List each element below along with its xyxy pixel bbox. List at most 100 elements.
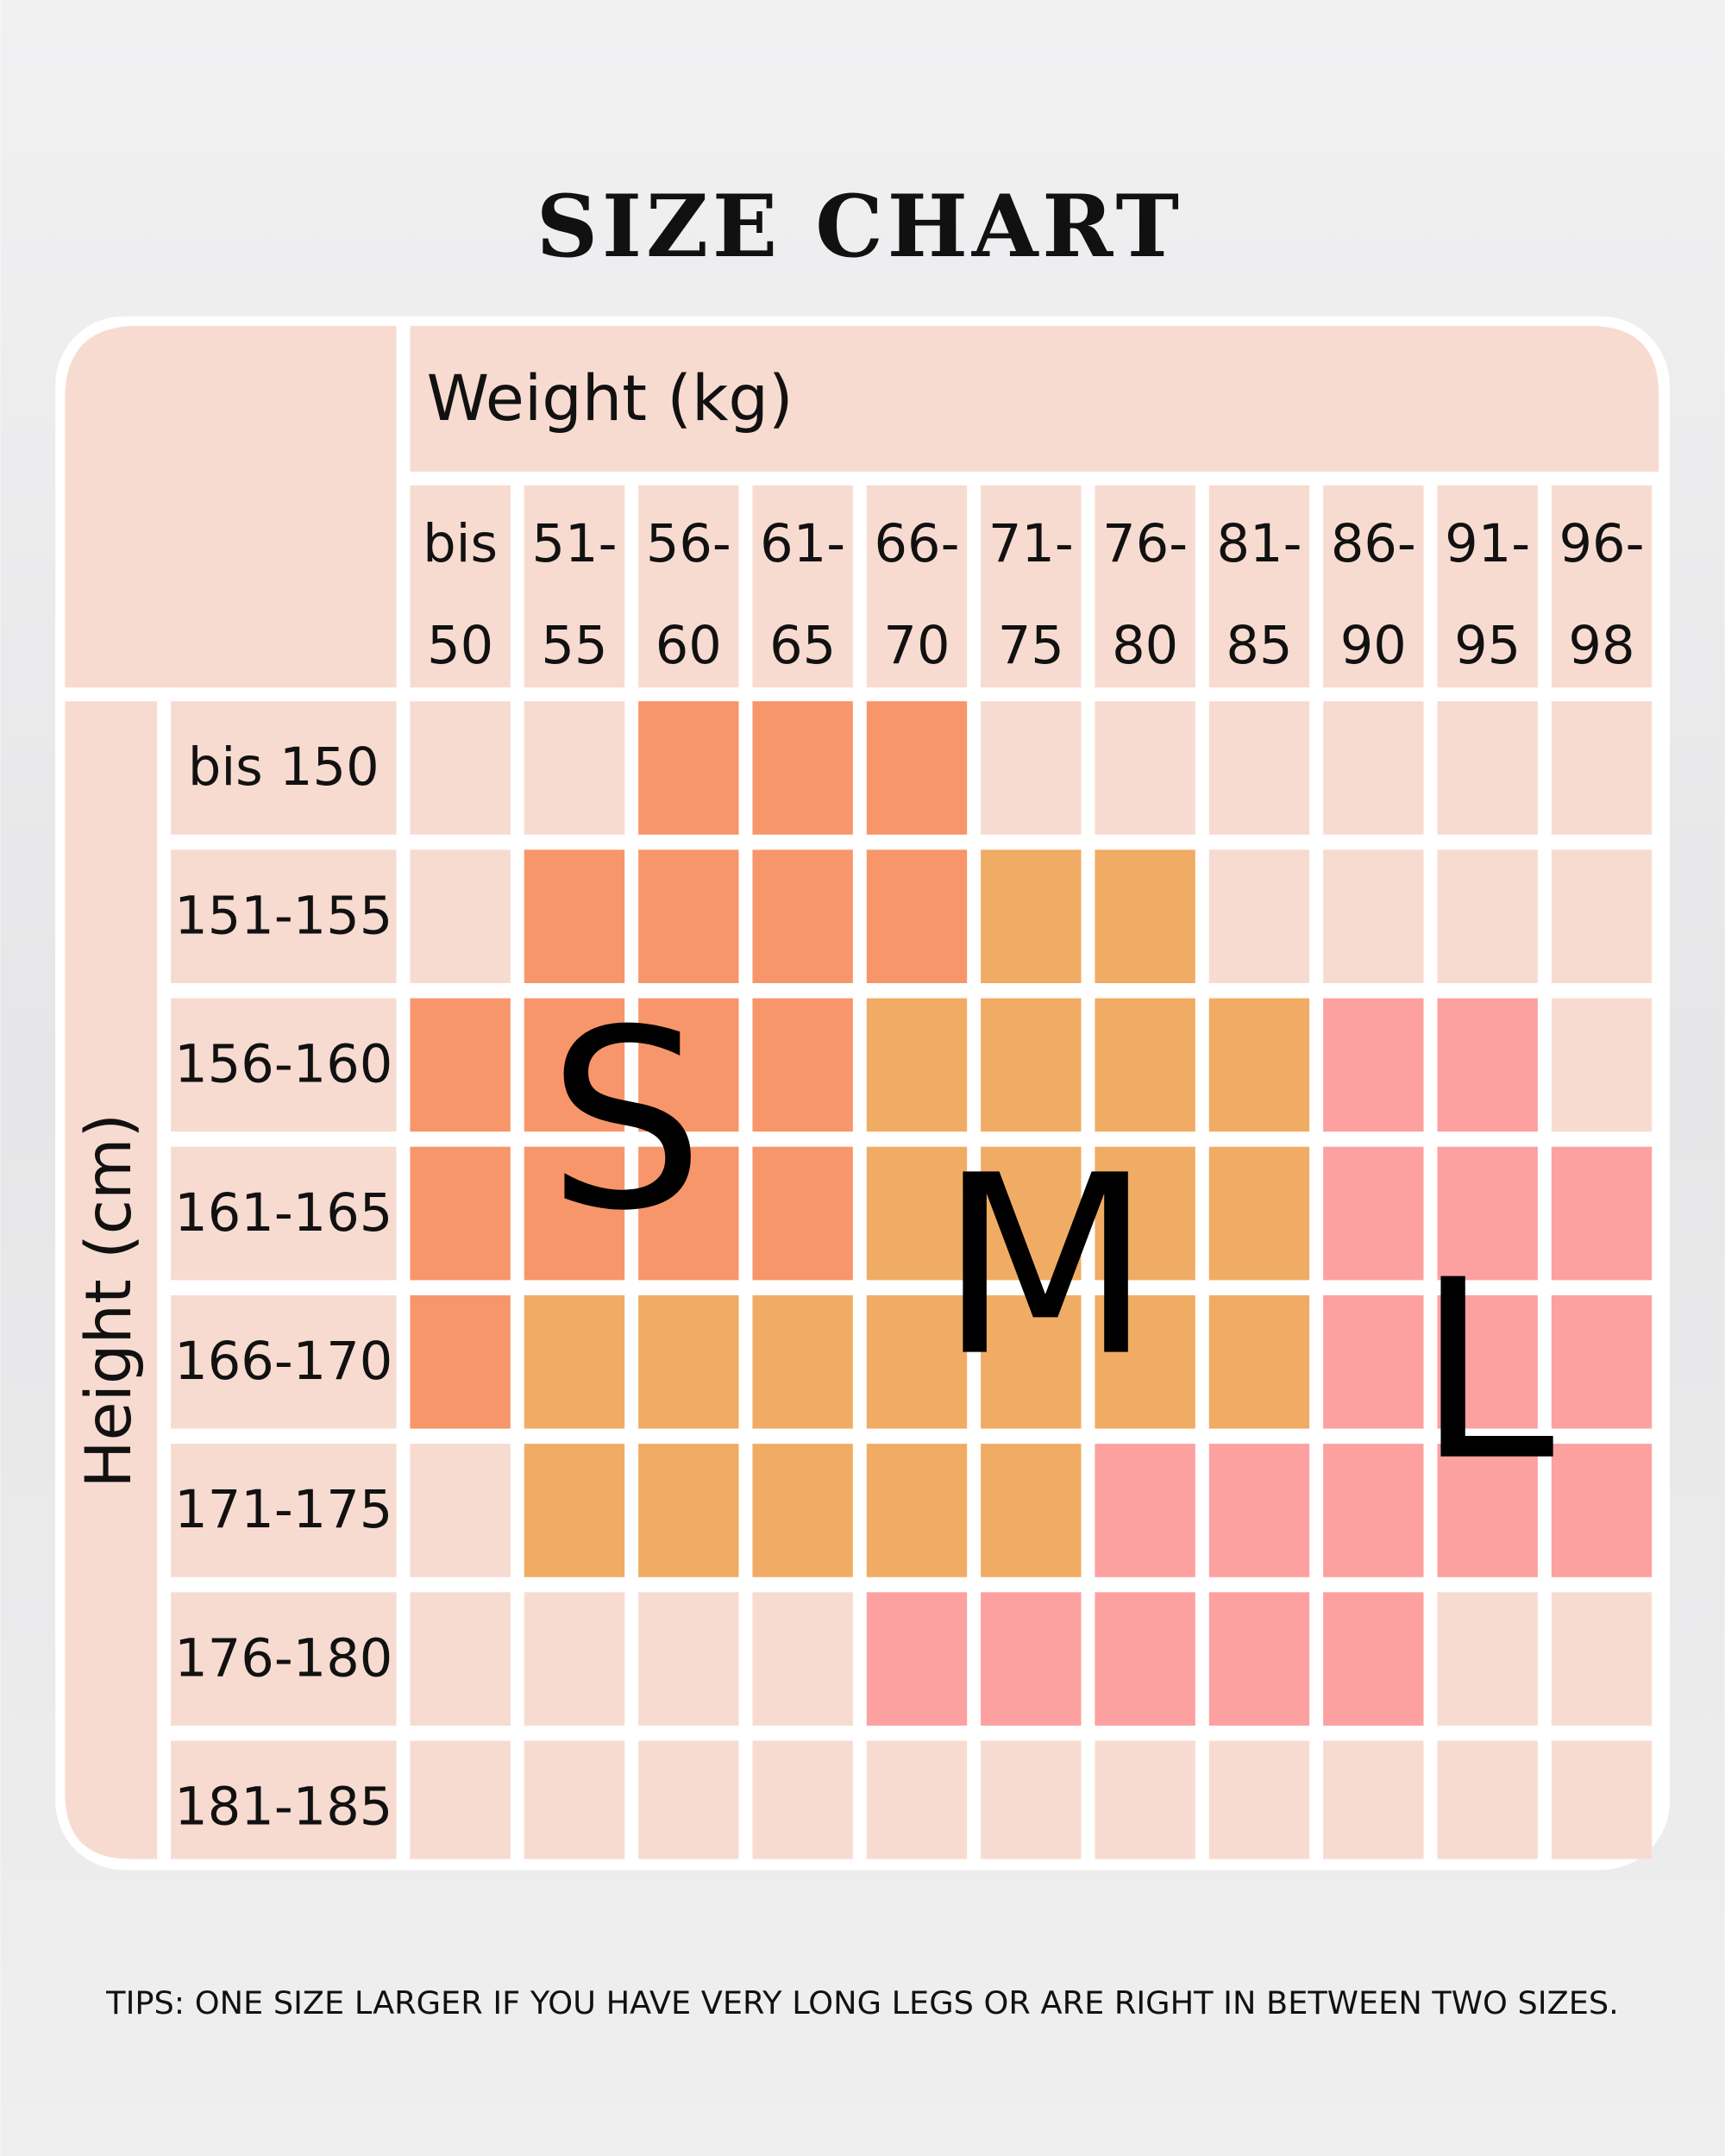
column-label: 80 — [1112, 616, 1178, 676]
row-label: 171-175 — [174, 1480, 392, 1540]
column-label: 96- — [1559, 514, 1645, 574]
size-cell — [1323, 998, 1424, 1132]
size-cell — [1437, 998, 1538, 1132]
size-cell — [866, 1444, 968, 1577]
size-cell — [1095, 1146, 1195, 1281]
size-cell — [1551, 849, 1653, 983]
size-cell — [1437, 701, 1538, 835]
row-header — [171, 1740, 397, 1859]
size-cell — [866, 1592, 968, 1726]
size-cell — [410, 849, 511, 983]
weight-label: Weight (kg) — [427, 362, 794, 436]
size-cell — [638, 701, 739, 835]
column-label: 51- — [531, 514, 617, 574]
size-cell — [1323, 849, 1424, 983]
size-cell — [866, 1294, 968, 1429]
size-cell — [1208, 701, 1310, 835]
size-cell — [1208, 1444, 1310, 1577]
size-cell — [866, 701, 968, 835]
size-cell — [1551, 1294, 1653, 1429]
row-header — [171, 998, 397, 1132]
size-cell — [1095, 1444, 1195, 1577]
row-header — [171, 1294, 397, 1429]
size-cell — [866, 1740, 968, 1859]
row-header — [171, 1592, 397, 1726]
size-cell — [1323, 1740, 1424, 1859]
weight-header — [410, 325, 1659, 472]
column-header — [752, 485, 853, 688]
size-cell — [866, 1146, 968, 1281]
row-header — [171, 701, 397, 835]
size-cell — [638, 1294, 739, 1429]
column-label: 65 — [769, 616, 836, 676]
size-cell — [981, 1146, 1082, 1281]
size-cell — [752, 1444, 853, 1577]
row-label: 181-185 — [174, 1777, 392, 1838]
size-cell — [1437, 1740, 1538, 1859]
size-cell — [1437, 1592, 1538, 1726]
column-label: 81- — [1217, 514, 1302, 574]
size-cell — [1437, 849, 1538, 983]
row-label: bis 150 — [188, 737, 380, 798]
size-cell — [981, 1294, 1082, 1429]
size-cell — [866, 998, 968, 1132]
size-cell — [1208, 1294, 1310, 1429]
size-cell — [1095, 849, 1195, 983]
size-cell — [1095, 701, 1195, 835]
size-cell — [410, 1740, 511, 1859]
size-cell — [410, 1146, 511, 1281]
size-cell — [410, 1592, 511, 1726]
column-header — [866, 485, 968, 688]
row-header — [171, 849, 397, 983]
size-cell — [1095, 1294, 1195, 1429]
size-cell — [410, 1294, 511, 1429]
size-cell — [638, 1146, 739, 1281]
size-cell — [1437, 1294, 1538, 1429]
size-cell — [524, 998, 625, 1132]
column-label: 70 — [883, 616, 950, 676]
size-cell — [1208, 1740, 1310, 1859]
size-cell — [1208, 1146, 1310, 1281]
row-header — [171, 1444, 397, 1577]
column-header — [1437, 485, 1538, 688]
column-label: 76- — [1102, 514, 1188, 574]
size-cell — [752, 1740, 853, 1859]
size-cell — [981, 998, 1082, 1132]
column-header — [524, 485, 625, 688]
size-cell — [1551, 701, 1653, 835]
size-cell — [1208, 849, 1310, 983]
size-cell — [981, 701, 1082, 835]
size-cell — [524, 849, 625, 983]
column-label: 55 — [541, 616, 607, 676]
row-label: 166-170 — [174, 1332, 392, 1392]
column-header — [1095, 485, 1195, 688]
size-cell — [981, 1444, 1082, 1577]
size-cell — [1437, 1444, 1538, 1577]
size-cell — [524, 701, 625, 835]
size-cell — [1551, 1740, 1653, 1859]
column-label: 60 — [656, 616, 722, 676]
size-cell — [981, 1592, 1082, 1726]
size-cell — [752, 849, 853, 983]
size-cell — [638, 1592, 739, 1726]
size-cell — [866, 849, 968, 983]
column-label: 85 — [1226, 616, 1292, 676]
size-cell — [410, 1444, 511, 1577]
row-header — [171, 1146, 397, 1281]
size-cell — [638, 998, 739, 1132]
size-cell — [1323, 1592, 1424, 1726]
size-cell — [638, 849, 739, 983]
column-header — [1323, 485, 1424, 688]
size-cell — [410, 998, 511, 1132]
title: SIZE CHART — [536, 177, 1183, 277]
column-label: 75 — [998, 616, 1064, 676]
size-cell — [752, 998, 853, 1132]
column-header — [410, 485, 511, 688]
corner-cell — [65, 325, 397, 688]
size-cell — [524, 1444, 625, 1577]
row-label: 151-155 — [174, 886, 392, 946]
size-cell — [1323, 1294, 1424, 1429]
size-cell — [1095, 998, 1195, 1132]
